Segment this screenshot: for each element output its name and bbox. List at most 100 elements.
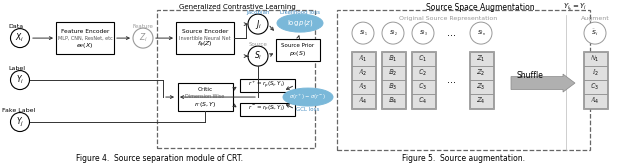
Text: ...: ... (447, 75, 456, 85)
Bar (239, 102, 294, 116)
Text: $r^+ = r_p(S_i, Y_i)$: $r^+ = r_p(S_i, Y_i)$ (248, 80, 285, 91)
Text: Augment: Augment (580, 16, 609, 21)
Bar (176, 22, 234, 54)
Text: Shuffle: Shuffle (516, 71, 543, 80)
Bar (157, 10, 315, 148)
Bar (351, 51, 376, 109)
Text: $S_{l_1}$: $S_{l_1}$ (358, 28, 367, 38)
Text: $S_{l_3}$: $S_{l_3}$ (419, 28, 428, 38)
Text: Jacobian: Jacobian (246, 10, 269, 15)
Bar (56, 22, 114, 54)
Bar (412, 80, 435, 94)
Text: $\mathbb{Z}_3$: $\mathbb{Z}_3$ (476, 82, 486, 92)
Text: Likelihood loss: Likelihood loss (280, 10, 320, 15)
Text: $S_{l_n}$: $S_{l_n}$ (477, 28, 486, 38)
Text: $\mathbb{A}_4$: $\mathbb{A}_4$ (591, 96, 600, 106)
Circle shape (412, 22, 434, 44)
Text: $\mathbb{C}_3$: $\mathbb{C}_3$ (419, 82, 428, 92)
Text: $\mathbb{C}_3$: $\mathbb{C}_3$ (590, 82, 600, 92)
Bar (584, 80, 607, 94)
Bar (412, 66, 435, 80)
Text: $\mathbb{I}_2$: $\mathbb{I}_2$ (591, 68, 598, 78)
Text: $Y_{i_k} = Y_i$: $Y_{i_k} = Y_i$ (563, 2, 587, 13)
Text: $\mathbb{C}_4$: $\mathbb{C}_4$ (419, 96, 428, 106)
Text: $\mathbb{A}_1$: $\mathbb{A}_1$ (358, 54, 367, 64)
Text: $\tilde{S}_i$: $\tilde{S}_i$ (591, 28, 598, 38)
Bar (351, 52, 374, 66)
Bar (351, 66, 374, 80)
Text: Feature: Feature (132, 24, 154, 29)
Bar (584, 52, 607, 66)
Text: $\mathbb{Z}_2$: $\mathbb{Z}_2$ (476, 68, 486, 78)
Bar (582, 51, 607, 109)
Text: $\mathbb{B}_3$: $\mathbb{B}_3$ (388, 82, 397, 92)
Text: $\mathbb{N}_1$: $\mathbb{N}_1$ (590, 54, 600, 64)
Text: $S_i$: $S_i$ (254, 50, 262, 62)
Bar (381, 66, 404, 80)
Text: $Y_j$: $Y_j$ (16, 115, 24, 129)
Bar (276, 39, 320, 61)
Bar (470, 94, 493, 108)
Text: $\mathbb{A}_4$: $\mathbb{A}_4$ (358, 96, 367, 106)
FancyArrow shape (511, 74, 575, 92)
Text: Dimension Wise: Dimension Wise (186, 93, 225, 99)
Text: $e_\theta(X)$: $e_\theta(X)$ (76, 41, 93, 50)
Text: $\sigma(r^+) - \sigma(r^-)$: $\sigma(r^+) - \sigma(r^-)$ (289, 92, 326, 102)
Bar (470, 52, 493, 66)
Circle shape (10, 113, 29, 132)
Bar (470, 80, 493, 94)
Bar (177, 83, 232, 111)
Text: Critic: Critic (197, 87, 212, 92)
Text: Source: Source (248, 42, 268, 47)
Circle shape (470, 22, 492, 44)
Text: Source Space Augmentation: Source Space Augmentation (426, 3, 534, 12)
Circle shape (10, 71, 29, 90)
Text: $\mathbb{Z}_4$: $\mathbb{Z}_4$ (476, 96, 486, 106)
Bar (381, 52, 404, 66)
Circle shape (352, 22, 374, 44)
Circle shape (248, 14, 268, 34)
Bar (584, 94, 607, 108)
Bar (381, 51, 406, 109)
Text: $\mathbb{A}_3$: $\mathbb{A}_3$ (358, 82, 367, 92)
Circle shape (133, 28, 153, 48)
Bar (468, 51, 493, 109)
Bar (412, 52, 435, 66)
Text: ...: ... (447, 28, 456, 38)
Circle shape (248, 46, 268, 66)
Bar (410, 51, 435, 109)
Text: Invertible Neural Net: Invertible Neural Net (179, 36, 231, 41)
Bar (381, 80, 404, 94)
Text: $J_i$: $J_i$ (255, 18, 262, 31)
Text: Original Source Representation: Original Source Representation (399, 16, 497, 21)
Text: $\mathbb{B}_2$: $\mathbb{B}_2$ (388, 68, 397, 78)
Bar (239, 79, 294, 92)
Text: Generalized Contrastive Learning: Generalized Contrastive Learning (179, 4, 296, 10)
Bar (351, 80, 374, 94)
Ellipse shape (283, 88, 333, 106)
Text: $\mathbb{A}_2$: $\mathbb{A}_2$ (358, 68, 367, 78)
Bar (381, 94, 404, 108)
Text: Figure 5.  Source augmentation.: Figure 5. Source augmentation. (401, 154, 525, 163)
Text: $\mathbb{C}_1$: $\mathbb{C}_1$ (419, 54, 428, 64)
Text: $\mathbb{B}_1$: $\mathbb{B}_1$ (388, 54, 397, 64)
Text: Feature Encoder: Feature Encoder (61, 29, 109, 34)
Text: $\mathbb{C}_2$: $\mathbb{C}_2$ (419, 68, 428, 78)
Text: Data: Data (8, 24, 23, 29)
Bar (351, 94, 374, 108)
Text: Source Prior: Source Prior (282, 43, 315, 48)
Text: $Z_i$: $Z_i$ (139, 32, 147, 44)
Bar (470, 66, 493, 80)
Text: $r^- = r_p(S_i, Y_j)$: $r^- = r_p(S_i, Y_j)$ (248, 104, 285, 114)
Text: $\mathbb{B}_4$: $\mathbb{B}_4$ (388, 96, 397, 106)
Circle shape (584, 22, 606, 44)
Text: $X_i$: $X_i$ (15, 32, 24, 44)
Circle shape (382, 22, 404, 44)
Bar (584, 66, 607, 80)
Circle shape (10, 29, 29, 48)
Text: Label: Label (8, 66, 25, 71)
Text: $Y_i$: $Y_i$ (16, 74, 24, 86)
Text: $S_{l_2}$: $S_{l_2}$ (388, 28, 397, 38)
Bar (337, 10, 590, 150)
Text: Figure 4.  Source separation module of CRT.: Figure 4. Source separation module of CR… (77, 154, 243, 163)
